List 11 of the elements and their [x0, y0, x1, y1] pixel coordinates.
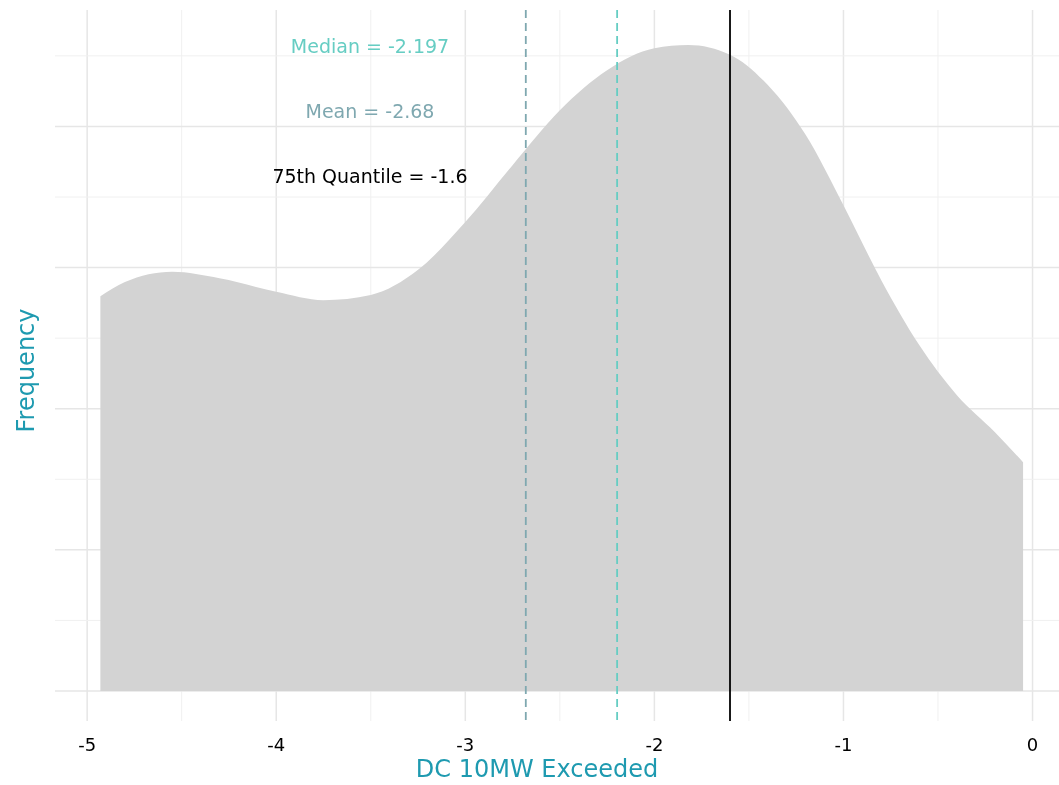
- x-tick-label: -1: [834, 734, 853, 755]
- x-tick-label: -2: [645, 734, 664, 755]
- x-tick-label: 0: [1026, 734, 1039, 755]
- y-axis-title: Frequency: [12, 308, 40, 433]
- x-tick-label: -4: [267, 734, 286, 755]
- ref-line-label: Median = -2.197: [290, 35, 450, 57]
- x-tick-label: -5: [78, 734, 97, 755]
- ref-line-label: 75th Quantile = -1.6: [272, 165, 468, 187]
- ref-line-label: Mean = -2.68: [305, 100, 435, 122]
- x-tick-label: -3: [456, 734, 475, 755]
- x-axis-title: DC 10MW Exceeded: [415, 755, 659, 783]
